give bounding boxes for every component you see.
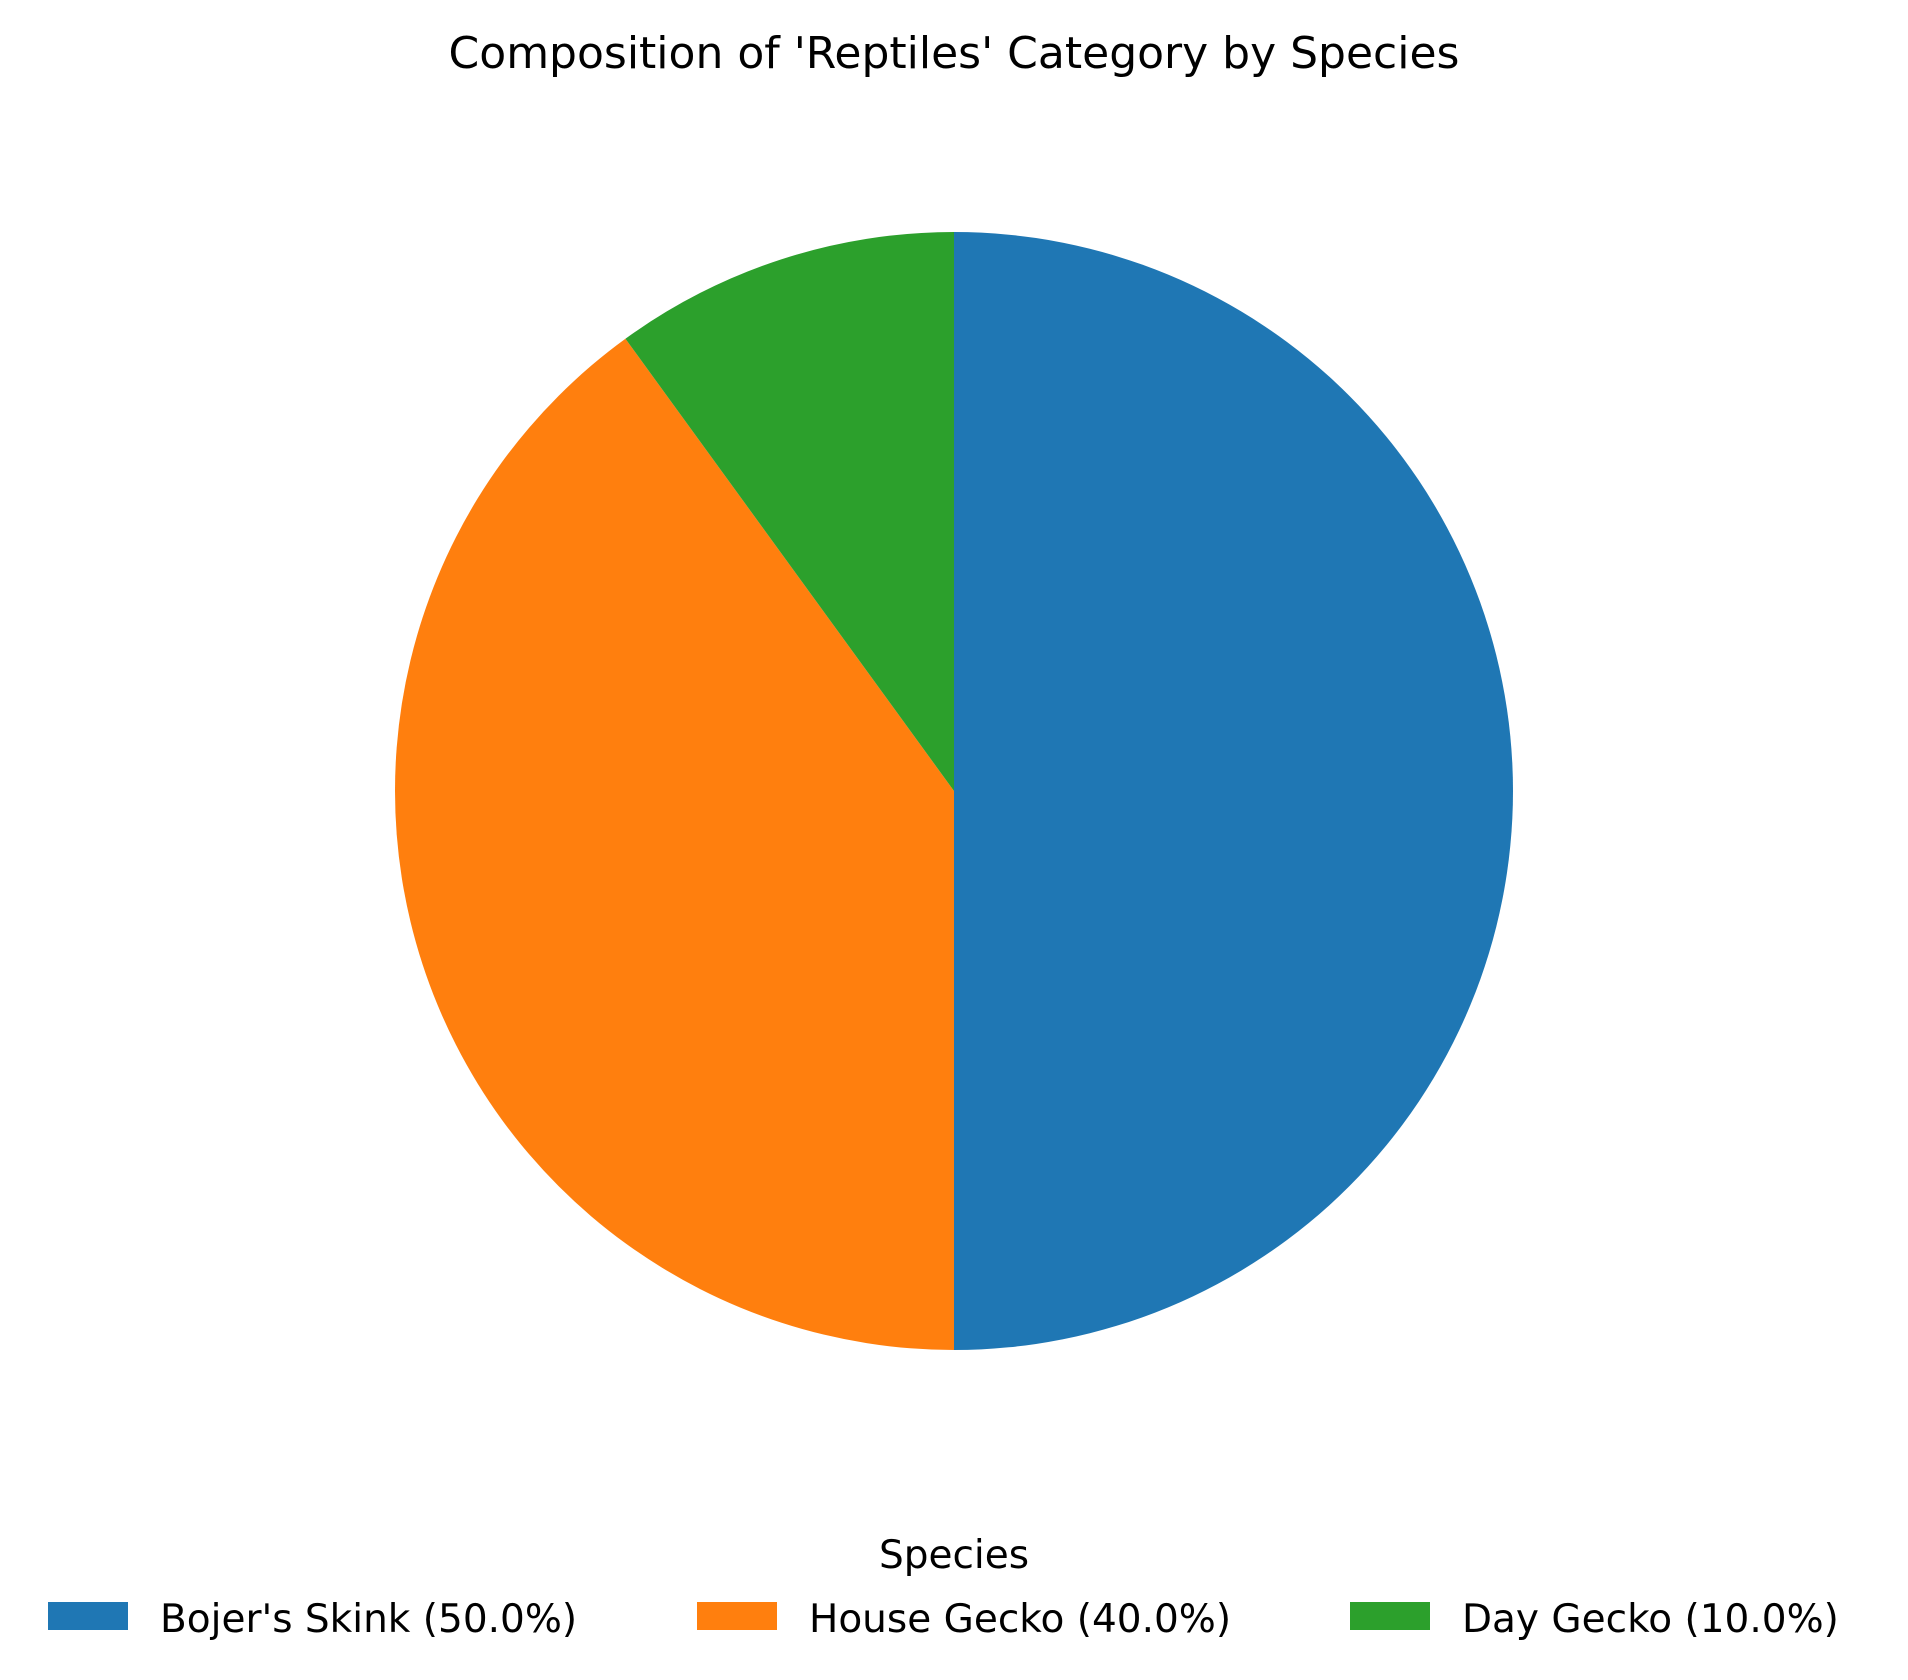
legend: Bojer's Skink (50.0%) House Gecko (40.0%)… bbox=[48, 1597, 1839, 1642]
legend-title: Species bbox=[879, 1533, 1029, 1578]
legend-swatch-day-gecko bbox=[1350, 1602, 1430, 1630]
legend-label-house-gecko: House Gecko (40.0%) bbox=[809, 1597, 1231, 1642]
pie-slice-bojer-s-skink bbox=[954, 232, 1513, 1350]
legend-label-bojer-s-skink: Bojer's Skink (50.0%) bbox=[160, 1597, 577, 1642]
legend-label-day-gecko: Day Gecko (10.0%) bbox=[1462, 1597, 1839, 1642]
pie-slice-day-gecko bbox=[625, 231, 954, 791]
chart-title: Composition of 'Reptiles' Category by Sp… bbox=[449, 28, 1460, 79]
pie-slice-house-gecko bbox=[394, 338, 954, 1350]
legend-swatch-bojer-s-skink bbox=[48, 1602, 128, 1630]
pie-slices bbox=[394, 231, 1513, 1350]
legend-swatch-house-gecko bbox=[697, 1602, 777, 1630]
